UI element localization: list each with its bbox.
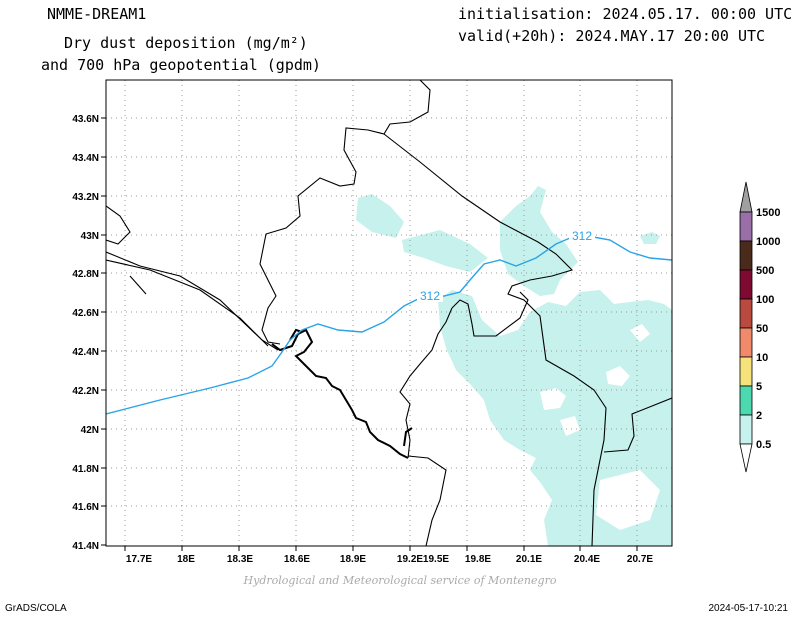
legend-swatch — [739, 414, 753, 445]
software-credit: GrADS/COLA — [5, 603, 67, 614]
generation-timestamp: 2024-05-17-10:21 — [708, 603, 788, 614]
legend-label: 10 — [756, 352, 768, 364]
lat-tick-label: 41.4N — [72, 541, 99, 552]
lon-tick-label: 19.2E — [397, 554, 423, 565]
contour-label: 312 — [572, 229, 592, 243]
legend-label: 100 — [756, 294, 774, 306]
lat-tick-label: 43.6N — [72, 114, 99, 125]
legend-swatch — [739, 269, 753, 300]
lat-tick-label: 41.6N — [72, 502, 99, 513]
lat-tick-label: 43.4N — [72, 153, 99, 164]
lat-tick-label: 42.6N — [72, 308, 99, 319]
lon-axis — [124, 546, 638, 551]
lon-tick-label: 18E — [177, 554, 195, 565]
institution-credit: Hydrological and Meteorological service … — [243, 574, 557, 587]
lon-tick-label: 20.7E — [627, 554, 653, 565]
legend-label: 50 — [756, 323, 768, 335]
country-borders — [106, 80, 672, 546]
initialisation-time: initialisation: 2024.05.17. 00:00 UTC — [458, 5, 793, 23]
legend-swatch — [739, 356, 753, 387]
lon-tick-label: 17.7E — [126, 554, 152, 565]
lon-tick-label: 18.6E — [284, 554, 310, 565]
legend-label: 1000 — [756, 236, 780, 248]
lon-tick-label: 19.8E — [465, 554, 491, 565]
lon-tick-label: 18.9E — [340, 554, 366, 565]
lat-tick-label: 42.4N — [72, 347, 99, 358]
lon-tick-label: 18.3E — [227, 554, 253, 565]
lat-tick-label: 41.8N — [72, 464, 99, 475]
legend-swatch — [739, 327, 753, 358]
lon-tick-label: 20.4E — [574, 554, 600, 565]
contour-label: 312 — [420, 289, 440, 303]
lat-tick-label: 43N — [81, 231, 99, 242]
legend-swatch — [739, 181, 753, 213]
map-frame — [105, 79, 673, 547]
legend-swatch — [739, 298, 753, 329]
lat-tick-label: 42.8N — [72, 269, 99, 280]
legend-swatch — [739, 211, 753, 242]
legend-label: 500 — [756, 265, 774, 277]
lat-tick-label: 43.2N — [72, 192, 99, 203]
lat-axis — [101, 117, 106, 546]
lon-tick-label: 20.1E — [516, 554, 542, 565]
legend-swatch — [739, 443, 753, 473]
dust-gaps — [540, 324, 660, 530]
legend-swatch — [739, 385, 753, 416]
lat-tick-label: 42.2N — [72, 386, 99, 397]
color-legend — [739, 181, 753, 473]
lon-tick-label: 19.5E — [423, 554, 449, 565]
legend-label: 5 — [756, 381, 762, 393]
product-title-line1: Dry dust deposition (mg/m²) — [64, 34, 308, 52]
coastline — [271, 328, 413, 459]
legend-label: 1500 — [756, 207, 780, 219]
product-title-line2: and 700 hPa geopotential (gpdm) — [41, 56, 321, 74]
model-name: NMME-DREAM1 — [47, 5, 147, 23]
legend-label: 0.5 — [756, 439, 771, 451]
lat-tick-label: 42N — [81, 425, 99, 436]
valid-time: valid(+20h): 2024.MAY.17 20:00 UTC — [458, 27, 766, 45]
legend-label: 2 — [756, 410, 762, 422]
legend-swatch — [739, 240, 753, 271]
